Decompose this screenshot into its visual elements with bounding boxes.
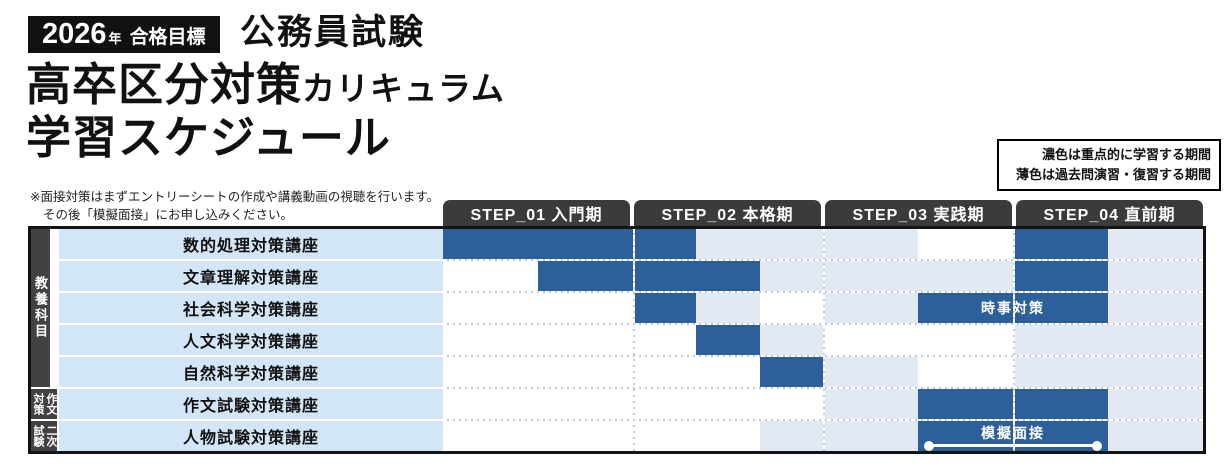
review-bar xyxy=(1108,229,1203,259)
step-boundary-line xyxy=(823,229,825,451)
exam-title: 公務員試験 xyxy=(240,13,426,52)
table-row: 作文試験対策講座 xyxy=(59,389,1203,419)
legend-light-meaning: 薄色は過去問演習・復習する期間 xyxy=(1015,167,1211,183)
study-bar xyxy=(443,229,697,259)
review-bar xyxy=(1108,421,1203,451)
row-separator-line xyxy=(443,323,1203,325)
title-main: 高卒区分対策 xyxy=(26,59,303,110)
table-row: 人物試験対策講座 模擬面接 xyxy=(59,421,1203,451)
step-header: STEP_01 入門期 STEP_02 本格期 STEP_03 実践期 STEP_04… xyxy=(443,200,1203,226)
schedule-table: STEP_01 入門期 STEP_02 本格期 STEP_03 実践期 STEP_04… xyxy=(28,200,1206,454)
study-bar xyxy=(696,325,760,355)
study-bar: 模擬面接 xyxy=(918,421,1108,451)
step-boundary-line xyxy=(1013,229,1015,451)
course-label: 数的処理対策講座 xyxy=(59,229,443,259)
study-bar xyxy=(1013,261,1108,291)
schedule-table-body: 教養科目作文 対策 二次 試験 数的処理対策講座 文章理解対策講座 社会科学対策講座 時… xyxy=(28,226,1206,454)
step-boundary-line xyxy=(633,229,635,451)
review-bar xyxy=(1108,261,1203,291)
review-bar xyxy=(1108,389,1203,419)
row-separator-line xyxy=(443,291,1203,293)
row-separator-line xyxy=(443,259,1203,261)
course-label: 社会科学対策講座 xyxy=(59,293,443,323)
course-label: 作文試験対策講座 xyxy=(59,389,443,419)
rows-container: 数的処理対策講座 文章理解対策講座 社会科学対策講座 時事対策人文科学対策講座 自然科学… xyxy=(59,229,1203,451)
row-separator-line xyxy=(443,387,1203,389)
note-line1: ※面接対策はまずエントリーシートの作成や講義動画の視聴を行います。 xyxy=(30,190,439,204)
review-bar xyxy=(696,229,918,259)
group-column: 教養科目作文 対策 二次 試験 xyxy=(31,229,59,453)
course-label: 人文科学対策講座 xyxy=(59,325,443,355)
legend-dark-meaning: 濃色は重点的に学習する期間 xyxy=(1041,147,1211,162)
course-label: 自然科学対策講座 xyxy=(59,357,443,387)
review-bar xyxy=(823,293,918,323)
bar-label: 時事対策 xyxy=(981,300,1045,316)
interview-note: ※面接対策はまずエントリーシートの作成や講義動画の視聴を行います。 その後「模擬… xyxy=(30,188,439,224)
study-bar xyxy=(633,293,697,323)
step-tab-3: STEP_03 実践期 xyxy=(825,200,1012,226)
bar-label: 模擬面接 xyxy=(981,425,1045,441)
table-row: 文章理解対策講座 xyxy=(59,261,1203,291)
study-bar xyxy=(1013,229,1108,259)
title-main-sub: カリキュラム xyxy=(302,70,506,107)
study-bar xyxy=(759,357,823,387)
step-tab-2: STEP_02 本格期 xyxy=(634,200,821,226)
course-label: 人物試験対策講座 xyxy=(59,421,443,451)
group-label: 二次 試験 xyxy=(31,421,57,451)
mock-interview-connector xyxy=(924,440,1102,451)
badge-year: 2026 xyxy=(42,18,107,50)
color-legend-box: 濃色は重点的に学習する期間 薄色は過去問演習・復習する期間 xyxy=(997,139,1221,192)
course-label: 文章理解対策講座 xyxy=(59,261,443,291)
row-separator-line xyxy=(443,355,1203,357)
page-title-line1: 高卒区分対策カリキュラム xyxy=(26,60,505,114)
review-bar xyxy=(1013,325,1203,355)
review-bar xyxy=(1108,293,1203,323)
step-tab-4: STEP_04 直前期 xyxy=(1016,200,1203,226)
year-goal-badge: 2026 年 合格目標 xyxy=(28,16,220,53)
review-bar xyxy=(759,261,1013,291)
note-line2: その後「模擬面接」にお申し込みください。 xyxy=(43,208,294,223)
group-label: 教養科目 xyxy=(31,229,50,387)
study-bar xyxy=(538,261,760,291)
review-bar xyxy=(759,421,918,451)
review-bar xyxy=(759,325,823,355)
page-title-line2: 学習スケジュール xyxy=(26,112,391,163)
table-row: 数的処理対策講座 xyxy=(59,229,1203,259)
badge-year-unit: 年 xyxy=(108,31,122,46)
group-label: 作文 対策 xyxy=(31,389,57,419)
table-row: 社会科学対策講座 時事対策 xyxy=(59,293,1203,323)
review-bar xyxy=(823,389,918,419)
review-bar xyxy=(696,293,760,323)
row-separator-line xyxy=(443,419,1203,421)
review-bar xyxy=(823,357,918,387)
badge-goal: 合格目標 xyxy=(129,27,206,48)
table-row: 自然科学対策講座 xyxy=(59,357,1203,387)
step-tab-1: STEP_01 入門期 xyxy=(443,200,630,226)
study-bar: 時事対策 xyxy=(918,293,1108,323)
table-row: 人文科学対策講座 xyxy=(59,325,1203,355)
review-bar xyxy=(1013,357,1203,387)
